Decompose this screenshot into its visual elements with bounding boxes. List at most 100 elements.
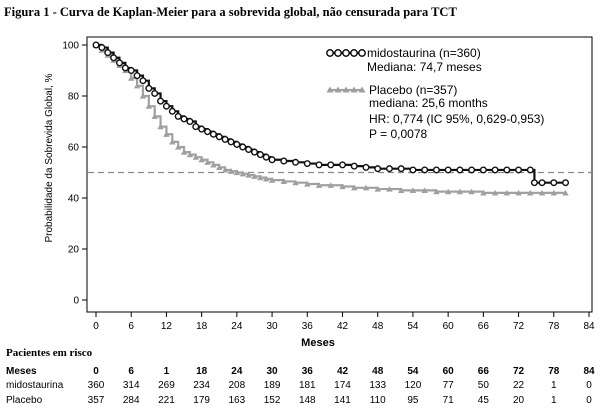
- x-tick-label: 6: [128, 321, 134, 332]
- risk-header-cell: 24: [231, 366, 243, 377]
- censor-marker-midostaurina: [121, 64, 129, 72]
- risk-cell: 110: [370, 395, 386, 406]
- censor-marker-midostaurina: [104, 49, 112, 57]
- risk-row-label-placebo: Placebo: [6, 395, 43, 406]
- censor-marker-placebo: [186, 151, 194, 158]
- x-axis: 0 6 12 18 24 30 36 42 48 54 60 66 72 78 84: [93, 312, 595, 332]
- censor-marker-midostaurina: [530, 179, 538, 187]
- censor-marker-placebo: [233, 169, 241, 176]
- censor-marker-midostaurina: [409, 166, 417, 174]
- censor-marker-midostaurina: [233, 140, 241, 148]
- censor-marker-midostaurina: [362, 163, 370, 171]
- censor-marker-placebo: [374, 186, 381, 192]
- censor-marker-placebo: [221, 166, 229, 173]
- censor-marker-placebo: [339, 183, 346, 190]
- x-axis-label: Meses: [301, 337, 335, 349]
- risk-cell: 221: [158, 395, 175, 406]
- censor-marker-midostaurina: [491, 166, 499, 174]
- risk-table-title: Pacientes em risco: [6, 347, 93, 359]
- censor-marker-placebo: [421, 187, 428, 193]
- censor-marker-placebo: [210, 161, 217, 168]
- censor-marker-midostaurina: [209, 130, 217, 138]
- censor-marker-placebo: [550, 189, 557, 196]
- censor-marker-midostaurina: [245, 146, 253, 154]
- risk-cell: 179: [193, 395, 210, 406]
- censor-marker-midostaurina: [133, 72, 141, 80]
- y-tick-label: 80: [68, 92, 80, 103]
- censor-marker-midostaurina: [174, 112, 182, 120]
- legend-label-placebo: Placebo (n=357): [369, 83, 457, 97]
- censor-marker-placebo: [515, 189, 522, 196]
- censor-marker-midostaurina: [315, 161, 323, 169]
- censor-marker-midostaurina: [397, 165, 405, 173]
- censor-marker-midostaurina: [227, 138, 235, 146]
- censor-marker-placebo: [562, 189, 569, 196]
- x-tick-label: 18: [196, 321, 208, 332]
- censor-marker-placebo: [491, 189, 499, 196]
- risk-cell: 0: [586, 395, 592, 406]
- survival-curves: [92, 41, 570, 196]
- censor-marker-midostaurina: [562, 179, 570, 187]
- censor-marker-midostaurina: [303, 160, 311, 168]
- censor-marker-placebo: [174, 144, 182, 150]
- risk-cell: 77: [443, 380, 455, 391]
- censor-marker-placebo: [245, 172, 252, 178]
- censor-marker-placebo: [538, 189, 546, 196]
- figure-title: Figura 1 - Curva de Kaplan-Meier para a …: [4, 5, 457, 19]
- x-tick-label: 0: [93, 321, 99, 332]
- censor-marker-placebo: [151, 113, 158, 119]
- x-tick-label: 24: [231, 321, 243, 332]
- censor-marker-placebo: [468, 188, 475, 195]
- x-tick-label: 72: [513, 321, 525, 332]
- censor-marker-placebo: [397, 187, 405, 193]
- censor-marker-placebo: [456, 188, 464, 195]
- censor-marker-midostaurina: [468, 166, 476, 174]
- censor-marker-midostaurina: [421, 166, 429, 174]
- risk-header-cell: 1: [164, 366, 170, 377]
- plot-frame: [86, 36, 593, 313]
- legend-median-midostaurina: Mediana: 74,7 meses: [367, 60, 482, 74]
- risk-header-cell: 72: [513, 366, 525, 377]
- censor-marker-midostaurina: [192, 123, 200, 131]
- censor-marker-placebo: [268, 177, 276, 183]
- x-tick-label: 30: [267, 321, 279, 332]
- risk-header-cell: 48: [372, 366, 384, 377]
- censor-marker-midostaurina: [198, 125, 206, 133]
- legend-entry-placebo: Placebo (n=357) mediana: 25,6 months: [326, 83, 488, 110]
- censor-marker-placebo: [315, 182, 323, 188]
- risk-header-cell: 36: [302, 366, 314, 377]
- p-value-annotation: P = 0,0078: [369, 127, 427, 141]
- risk-cell: 71: [443, 395, 455, 406]
- risk-cell: 284: [123, 395, 140, 406]
- censor-marker-placebo: [204, 159, 211, 165]
- legend-marker-midostaurina: [342, 49, 350, 57]
- x-tick-label: 78: [548, 321, 560, 332]
- censor-marker-midostaurina: [374, 165, 382, 173]
- censor-marker-midostaurina: [432, 166, 440, 174]
- censor-marker-placebo: [386, 186, 393, 192]
- plot-area: 0 20 40 60 80 100 0 6 12 18 24 30 36 42 48 54 60 66 72 78 8…: [62, 36, 595, 332]
- risk-cell: 360: [88, 380, 105, 391]
- censor-marker-midostaurina: [180, 115, 188, 123]
- legend-marker-midostaurina: [350, 49, 358, 57]
- x-tick-label: 84: [583, 321, 595, 332]
- legend-entry-midostaurina: midostaurina (n=360) Mediana: 74,7 meses: [326, 46, 482, 74]
- censor-marker-midostaurina: [262, 153, 270, 161]
- risk-cell: 163: [229, 395, 246, 406]
- legend-marker-placebo: [334, 86, 342, 93]
- y-tick-label: 0: [73, 296, 79, 307]
- risk-header-cell: 6: [128, 366, 134, 377]
- censor-marker-midostaurina: [327, 161, 335, 169]
- y-tick-label: 20: [68, 245, 80, 256]
- censor-marker-midostaurina: [456, 166, 464, 174]
- censor-marker-placebo: [280, 178, 288, 185]
- censor-marker-midostaurina: [204, 128, 212, 136]
- censor-marker-placebo: [444, 188, 452, 195]
- censor-marker-placebo: [128, 75, 135, 81]
- censor-marker-midostaurina: [168, 107, 176, 115]
- risk-cell: 141: [334, 395, 351, 406]
- censor-marker-midostaurina: [186, 117, 194, 125]
- risk-cell: 181: [299, 380, 316, 391]
- legend-marker-placebo: [358, 86, 366, 93]
